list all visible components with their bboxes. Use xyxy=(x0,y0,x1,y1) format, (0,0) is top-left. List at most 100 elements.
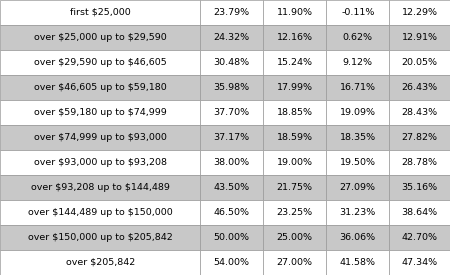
Bar xyxy=(200,75,263,100)
Text: 27.09%: 27.09% xyxy=(340,183,376,192)
Bar xyxy=(389,0,450,25)
Bar xyxy=(200,150,263,175)
Text: 42.70%: 42.70% xyxy=(401,233,437,242)
Text: 38.00%: 38.00% xyxy=(214,158,250,167)
Bar xyxy=(389,100,450,125)
Text: 41.58%: 41.58% xyxy=(340,258,376,267)
Bar xyxy=(263,250,326,275)
Text: 38.64%: 38.64% xyxy=(401,208,438,217)
Text: 21.75%: 21.75% xyxy=(277,183,313,192)
Text: 27.00%: 27.00% xyxy=(277,258,313,267)
Bar xyxy=(326,100,389,125)
Bar xyxy=(0,50,200,75)
Bar xyxy=(326,225,389,250)
Text: -0.11%: -0.11% xyxy=(341,8,374,17)
Bar xyxy=(0,25,200,50)
Bar xyxy=(389,50,450,75)
Text: 37.17%: 37.17% xyxy=(214,133,250,142)
Text: 28.78%: 28.78% xyxy=(401,158,437,167)
Text: 19.00%: 19.00% xyxy=(277,158,313,167)
Text: over \$46,605 up to \$59,180: over \$46,605 up to \$59,180 xyxy=(34,83,166,92)
Bar xyxy=(200,225,263,250)
Text: over \$93,208 up to \$144,489: over \$93,208 up to \$144,489 xyxy=(31,183,170,192)
Bar xyxy=(0,150,200,175)
Text: 24.32%: 24.32% xyxy=(214,33,250,42)
Text: 19.09%: 19.09% xyxy=(340,108,376,117)
Text: 12.29%: 12.29% xyxy=(401,8,437,17)
Text: over \$205,842: over \$205,842 xyxy=(66,258,135,267)
Bar xyxy=(0,100,200,125)
Bar xyxy=(326,125,389,150)
Text: 35.16%: 35.16% xyxy=(401,183,438,192)
Bar xyxy=(200,100,263,125)
Bar xyxy=(0,200,200,225)
Text: 47.34%: 47.34% xyxy=(401,258,438,267)
Text: 37.70%: 37.70% xyxy=(214,108,250,117)
Bar xyxy=(326,25,389,50)
Bar xyxy=(389,225,450,250)
Text: over \$144,489 up to \$150,000: over \$144,489 up to \$150,000 xyxy=(28,208,172,217)
Bar xyxy=(389,75,450,100)
Bar xyxy=(389,250,450,275)
Text: 20.05%: 20.05% xyxy=(401,58,437,67)
Bar xyxy=(326,200,389,225)
Text: over \$59,180 up to \$74,999: over \$59,180 up to \$74,999 xyxy=(34,108,166,117)
Bar xyxy=(0,125,200,150)
Text: 12.91%: 12.91% xyxy=(401,33,437,42)
Bar xyxy=(389,125,450,150)
Text: 54.00%: 54.00% xyxy=(214,258,250,267)
Bar xyxy=(200,50,263,75)
Bar xyxy=(0,75,200,100)
Bar xyxy=(326,250,389,275)
Bar xyxy=(389,25,450,50)
Text: 16.71%: 16.71% xyxy=(340,83,376,92)
Text: 15.24%: 15.24% xyxy=(277,58,313,67)
Bar xyxy=(0,175,200,200)
Text: 50.00%: 50.00% xyxy=(214,233,250,242)
Text: 23.25%: 23.25% xyxy=(277,208,313,217)
Text: 30.48%: 30.48% xyxy=(214,58,250,67)
Bar xyxy=(326,50,389,75)
Bar xyxy=(263,200,326,225)
Bar xyxy=(326,175,389,200)
Text: 36.06%: 36.06% xyxy=(340,233,376,242)
Text: 27.82%: 27.82% xyxy=(401,133,437,142)
Bar xyxy=(389,200,450,225)
Bar xyxy=(389,150,450,175)
Bar xyxy=(263,0,326,25)
Bar xyxy=(326,0,389,25)
Text: 17.99%: 17.99% xyxy=(277,83,313,92)
Text: 23.79%: 23.79% xyxy=(214,8,250,17)
Text: 12.16%: 12.16% xyxy=(277,33,313,42)
Bar xyxy=(200,125,263,150)
Text: 9.12%: 9.12% xyxy=(343,58,373,67)
Bar xyxy=(326,75,389,100)
Text: 25.00%: 25.00% xyxy=(277,233,313,242)
Text: 18.59%: 18.59% xyxy=(277,133,313,142)
Text: 26.43%: 26.43% xyxy=(401,83,438,92)
Bar xyxy=(263,150,326,175)
Bar xyxy=(200,0,263,25)
Bar xyxy=(263,75,326,100)
Bar xyxy=(0,0,200,25)
Bar xyxy=(200,200,263,225)
Text: over \$25,000 up to \$29,590: over \$25,000 up to \$29,590 xyxy=(34,33,166,42)
Bar xyxy=(0,225,200,250)
Bar xyxy=(263,175,326,200)
Text: 0.62%: 0.62% xyxy=(343,33,373,42)
Text: 18.85%: 18.85% xyxy=(277,108,313,117)
Bar xyxy=(200,175,263,200)
Bar xyxy=(263,25,326,50)
Bar xyxy=(389,175,450,200)
Text: 31.23%: 31.23% xyxy=(340,208,376,217)
Text: 35.98%: 35.98% xyxy=(214,83,250,92)
Text: 28.43%: 28.43% xyxy=(401,108,438,117)
Bar xyxy=(200,250,263,275)
Bar xyxy=(0,250,200,275)
Bar xyxy=(263,100,326,125)
Text: over \$150,000 up to \$205,842: over \$150,000 up to \$205,842 xyxy=(28,233,172,242)
Text: first \$25,000: first \$25,000 xyxy=(70,8,130,17)
Text: 43.50%: 43.50% xyxy=(214,183,250,192)
Bar xyxy=(200,25,263,50)
Text: over \$93,000 up to \$93,208: over \$93,000 up to \$93,208 xyxy=(34,158,166,167)
